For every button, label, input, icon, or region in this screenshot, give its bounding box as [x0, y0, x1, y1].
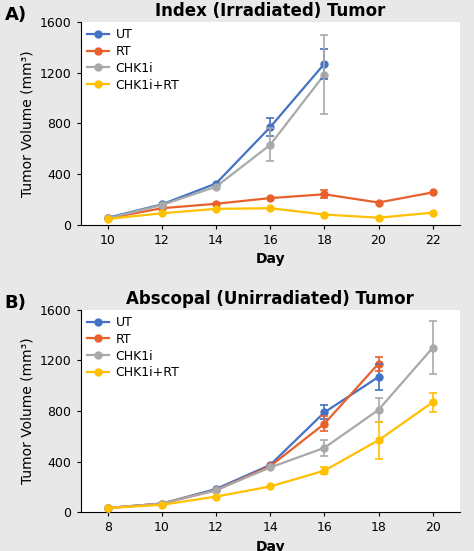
Line: RT: RT: [104, 360, 382, 511]
CHK1i: [105, 505, 110, 511]
Line: CHK1i: CHK1i: [104, 344, 436, 511]
X-axis label: Day: Day: [255, 540, 285, 551]
RT: [267, 195, 273, 201]
UT: [321, 409, 327, 415]
CHK1i+RT: [430, 399, 436, 406]
CHK1i+RT: [430, 209, 436, 216]
RT: [267, 463, 273, 469]
Title: Abscopal (Unirradiated) Tumor: Abscopal (Unirradiated) Tumor: [126, 290, 414, 308]
RT: [159, 500, 164, 507]
CHK1i: [105, 215, 110, 222]
CHK1i: [213, 487, 219, 494]
CHK1i: [321, 71, 327, 78]
CHK1i+RT: [376, 437, 382, 444]
CHK1i+RT: [159, 210, 164, 217]
RT: [105, 215, 110, 222]
CHK1i+RT: [159, 501, 164, 508]
RT: [321, 420, 327, 427]
CHK1i+RT: [105, 505, 110, 511]
RT: [430, 189, 436, 196]
UT: [159, 500, 164, 507]
Y-axis label: Tumor Volume (mm³): Tumor Volume (mm³): [20, 50, 34, 197]
Line: CHK1i: CHK1i: [104, 71, 328, 222]
UT: [105, 214, 110, 221]
Legend: UT, RT, CHK1i, CHK1i+RT: UT, RT, CHK1i, CHK1i+RT: [87, 316, 180, 379]
Line: CHK1i+RT: CHK1i+RT: [104, 205, 436, 223]
RT: [376, 199, 382, 206]
UT: [213, 180, 219, 187]
CHK1i+RT: [213, 493, 219, 500]
Title: Index (Irradiated) Tumor: Index (Irradiated) Tumor: [155, 3, 385, 20]
UT: [159, 201, 164, 208]
X-axis label: Day: Day: [255, 252, 285, 266]
CHK1i: [267, 464, 273, 471]
CHK1i+RT: [213, 206, 219, 212]
UT: [105, 505, 110, 511]
Text: B): B): [5, 294, 27, 311]
RT: [213, 487, 219, 494]
CHK1i: [376, 407, 382, 413]
UT: [321, 61, 327, 67]
RT: [213, 201, 219, 207]
UT: [267, 462, 273, 468]
CHK1i: [267, 142, 273, 148]
CHK1i+RT: [321, 211, 327, 218]
CHK1i: [213, 183, 219, 190]
RT: [321, 191, 327, 198]
UT: [213, 485, 219, 492]
CHK1i: [321, 445, 327, 451]
RT: [159, 205, 164, 212]
Line: RT: RT: [104, 189, 436, 222]
Text: A): A): [5, 6, 27, 24]
Line: UT: UT: [104, 61, 328, 221]
RT: [105, 505, 110, 511]
CHK1i+RT: [376, 214, 382, 221]
UT: [267, 124, 273, 131]
CHK1i+RT: [267, 205, 273, 212]
RT: [376, 360, 382, 367]
CHK1i+RT: [267, 483, 273, 490]
Legend: UT, RT, CHK1i, CHK1i+RT: UT, RT, CHK1i, CHK1i+RT: [87, 28, 180, 91]
CHK1i+RT: [105, 215, 110, 222]
CHK1i+RT: [321, 467, 327, 474]
UT: [376, 374, 382, 380]
CHK1i: [159, 202, 164, 208]
Y-axis label: Tumor Volume (mm³): Tumor Volume (mm³): [20, 338, 34, 484]
Line: CHK1i+RT: CHK1i+RT: [104, 399, 436, 511]
Line: UT: UT: [104, 374, 382, 511]
CHK1i: [430, 344, 436, 351]
CHK1i: [159, 500, 164, 507]
